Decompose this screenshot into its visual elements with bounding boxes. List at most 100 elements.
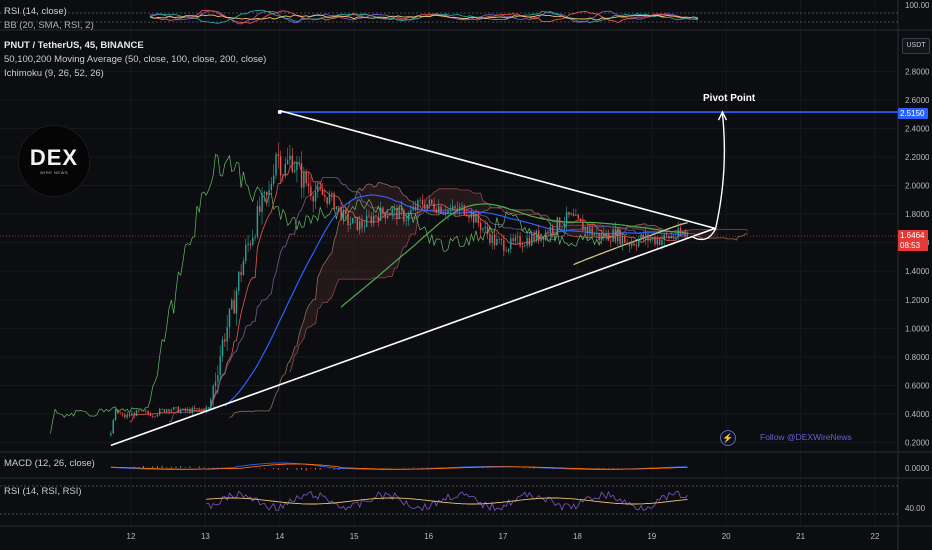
candle-body [498,238,500,240]
candle-body [549,226,552,234]
price-axis[interactable]: 2.80002.60002.40002.20002.00001.80001.60… [905,67,930,447]
top-indicator-line [149,14,699,21]
candle-body [400,207,403,211]
lightning-icon: ⚡ [720,430,736,446]
candle-body [517,236,519,238]
candle-body [261,193,263,212]
logo-word: DEX [29,145,79,170]
candle-body [614,229,617,242]
candle-body [361,221,363,228]
candle-body [179,410,182,413]
macd-legend[interactable]: MACD (12, 26, close) [4,458,95,469]
triangle-drawing[interactable] [0,109,898,447]
candle-body [658,239,661,245]
candle-body [335,206,338,210]
candle-body [142,410,145,412]
candle-body [272,175,275,184]
candle-body [238,272,240,291]
candle-body [540,236,542,241]
candle-body [352,217,354,224]
candle-body [124,414,126,418]
candle-body [493,234,496,246]
symbol-legend[interactable]: PNUT / TetherUS, 45, BINANCE [4,40,144,51]
candle-body [126,414,128,418]
candle-body [226,327,228,342]
ma-legend[interactable]: 50,100,200 Moving Average (50, close, 10… [4,54,267,65]
candle-body [135,410,138,417]
candle-body [349,223,352,226]
candle-body [310,186,312,197]
candle-body [479,223,482,230]
candle-body [521,246,524,247]
price-axis-tick: 0.2000 [905,439,930,448]
candle-body [686,233,689,236]
candle-body [231,300,233,309]
candle-body [551,226,554,233]
candle-body [607,232,610,241]
candle-body [554,231,556,233]
top-rsi-legend[interactable]: RSI (14, close) [4,6,67,17]
candle-body [156,414,159,417]
rsi-legend[interactable]: RSI (14, RSI, RSI) [4,486,82,497]
candle-body [426,204,428,209]
candle-body [403,210,405,222]
countdown-tag: 08:53 [898,240,928,251]
candle-body [668,235,670,239]
candle-body [305,171,307,184]
candle-body [465,214,468,216]
macd-line [110,462,688,470]
time-axis-tick: 16 [424,532,434,541]
candle-body [477,213,479,224]
ichimoku-legend[interactable]: Ichimoku (9, 26, 52, 26) [4,68,104,79]
candle-body [684,233,686,236]
candle-body [166,409,168,412]
macd-signal-line [110,463,688,470]
candle-body [682,233,684,234]
candle-body [458,206,461,211]
senkou-span-a [229,182,748,418]
candle-body [214,381,217,387]
candle-body [189,409,191,413]
candle-body [651,237,654,240]
candle-body [345,209,347,214]
candle-body [314,191,317,202]
candle-body [217,375,219,382]
candle-body [575,214,577,216]
time-axis-tick: 18 [572,532,582,541]
pivot-point-label: Pivot Point [703,93,756,104]
time-axis-tick: 15 [349,532,359,541]
candle-body [507,249,510,252]
currency-badge[interactable]: USDT [902,38,930,54]
rsi-line [206,490,688,512]
candle-body [482,228,484,230]
candle-body [391,209,393,215]
candle-body [484,226,486,229]
candle-body [128,414,131,416]
candle-body [140,410,142,412]
candle-body [496,238,498,246]
candle-body [240,272,242,276]
candle-body [317,186,319,192]
candle-body [296,162,298,171]
candle-body [379,207,382,221]
candle-body [224,339,226,342]
candle-body [514,237,517,241]
triangle-upper-line [279,109,716,230]
pivot-price-tag: 2.5150 [898,108,928,119]
candle-body [121,413,124,415]
candle-body [503,240,505,252]
candle-body [647,233,649,241]
candle-body [454,206,456,209]
candle-body [186,409,189,411]
candle-body [161,409,163,410]
ma-50-line [224,194,688,407]
logo-sub: WIRE NEWS [39,170,69,175]
candle-body [654,237,656,245]
candle-body [586,227,589,234]
candle-body [252,237,254,245]
candle-body [284,163,286,177]
candle-body [512,238,514,241]
time-axis-tick: 19 [647,532,657,541]
top-bb-legend[interactable]: BB (20, SMA, RSI, 2) [4,20,94,31]
